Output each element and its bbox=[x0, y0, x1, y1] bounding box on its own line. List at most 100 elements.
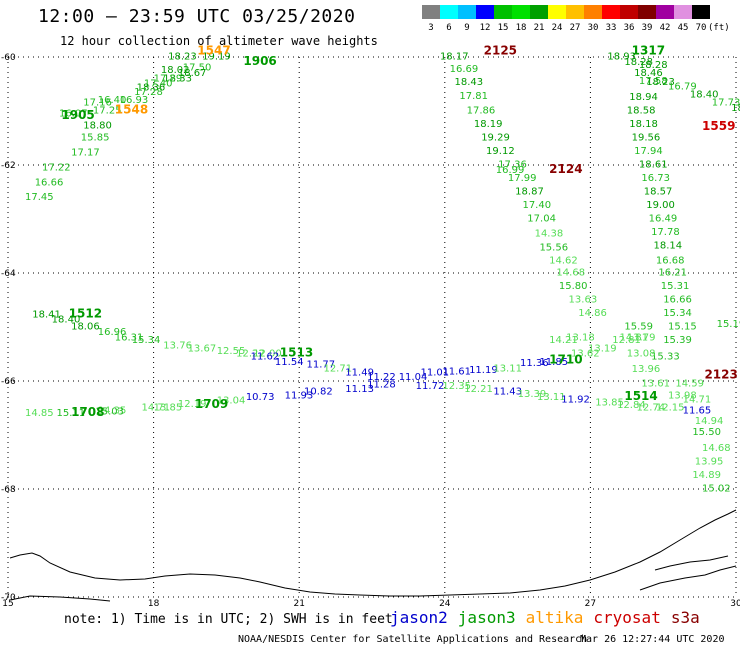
track-time-label: 2125 bbox=[484, 43, 517, 57]
wave-height-value: 12.21 bbox=[464, 384, 493, 395]
wave-height-value: 12.22 bbox=[236, 349, 265, 360]
wave-height-value: 18.80 bbox=[83, 120, 112, 131]
wave-height-value: 13.95 bbox=[695, 457, 724, 468]
wave-height-value: 18.58 bbox=[627, 106, 656, 117]
map-grid bbox=[7, 56, 737, 598]
wave-height-value: 18.18 bbox=[629, 119, 658, 130]
legend-cryosat: cryosat bbox=[593, 608, 661, 627]
wave-height-value: 13.08 bbox=[627, 349, 656, 360]
colorbar-label: 12 bbox=[479, 23, 491, 33]
wave-height-value: 12.74 bbox=[637, 403, 666, 414]
wave-height-value: 17.22 bbox=[42, 162, 71, 173]
lon-tick-label: 24 bbox=[439, 599, 451, 609]
lon-tick-label: 21 bbox=[293, 599, 304, 609]
wave-height-value: 18.23 bbox=[168, 52, 197, 63]
wave-height-value: 15.33 bbox=[651, 351, 680, 362]
colorbar-label: 24 bbox=[551, 23, 563, 33]
track-time-label: 1559 bbox=[702, 119, 735, 133]
wave-height-value: 16.73 bbox=[641, 173, 670, 184]
colorbar-label: 6 bbox=[446, 23, 452, 33]
antarctic-coastline bbox=[9, 509, 737, 602]
wave-height-value: 15.34 bbox=[132, 335, 161, 346]
wave-height-value: 14.68 bbox=[556, 268, 585, 279]
wave-height-value: 15.34 bbox=[663, 308, 692, 319]
wave-height-value: 15.02 bbox=[702, 484, 731, 495]
wave-height-value: 16.69 bbox=[450, 64, 479, 75]
lat-tick-label: -62 bbox=[1, 161, 16, 171]
wave-height-value: 18.61 bbox=[639, 160, 668, 171]
wave-height-value: 15.56 bbox=[539, 242, 568, 253]
colorbar-swatch bbox=[476, 5, 494, 19]
wave-height-value: 12.00 bbox=[253, 349, 282, 360]
wave-height-value: 18.40 bbox=[52, 315, 81, 326]
wave-height-value: 11.65 bbox=[683, 405, 712, 416]
colorbar-swatch bbox=[548, 5, 566, 19]
wave-height-value: 10.82 bbox=[304, 387, 333, 398]
wave-height-value: 18.19 bbox=[474, 119, 503, 130]
wave-height-value: 19.29 bbox=[481, 133, 510, 144]
lon-tick-label: 27 bbox=[585, 599, 596, 609]
wave-height-value: 18.46 bbox=[634, 68, 663, 79]
colorbar-label: 18 bbox=[515, 23, 527, 33]
track-time-label: 1317 bbox=[632, 43, 665, 57]
wave-height-value: 13.67 bbox=[188, 343, 217, 354]
wave-height-value: 13.18 bbox=[566, 333, 595, 344]
track-time-label: 1548 bbox=[115, 103, 148, 117]
wave-height-value: 18.43 bbox=[455, 77, 484, 88]
track-time-label: 2123 bbox=[704, 367, 737, 381]
wave-height-value: 18.02 bbox=[161, 65, 190, 76]
wave-height-value: 14.94 bbox=[695, 416, 724, 427]
wave-height-value: 12.81 bbox=[612, 335, 641, 346]
wave-height-value: 15.31 bbox=[661, 281, 690, 292]
colorbar-swatch bbox=[494, 5, 512, 19]
lat-tick-label: -68 bbox=[1, 485, 16, 495]
wave-height-value: 16.49 bbox=[649, 214, 678, 225]
satellite-legend: jason2 jason3 altika cryosat s3a bbox=[390, 608, 710, 627]
colorbar-label: 39 bbox=[641, 23, 653, 33]
wave-height-value: 11.28 bbox=[367, 379, 396, 390]
legend-jason2: jason2 bbox=[390, 608, 448, 627]
colorbar-swatch bbox=[602, 5, 620, 19]
coastline-path bbox=[654, 555, 729, 571]
colorbar-label: 36 bbox=[623, 23, 635, 33]
wave-height-value: 11.36 bbox=[520, 358, 549, 369]
wave-height-value: 14.38 bbox=[535, 228, 564, 239]
wave-height-value: 14.71 bbox=[141, 403, 170, 414]
wave-height-value: 17.73 bbox=[712, 98, 740, 109]
colorbar-unit: (ft) bbox=[708, 23, 730, 33]
colorbar-label: 33 bbox=[605, 23, 617, 33]
wave-height-value: 16.31 bbox=[115, 333, 144, 344]
wave-height-value: 18.94 bbox=[629, 92, 658, 103]
wave-height-value: 14.68 bbox=[702, 443, 731, 454]
map-title: 12:00 — 23:59 UTC 03/25/2020 bbox=[38, 6, 356, 27]
track-time-label: 1514 bbox=[624, 389, 657, 403]
colorbar-swatch bbox=[584, 5, 602, 19]
axis-tick-labels: 15 18 21 24 27 30-60-62-64-66-68-70 bbox=[1, 53, 740, 609]
wave-height-value: 11.22 bbox=[367, 372, 396, 383]
colorbar-label: 3 bbox=[428, 23, 434, 33]
lat-tick-label: -60 bbox=[1, 53, 16, 63]
wave-height-value: 18.33 bbox=[163, 73, 192, 84]
wave-height-value: 13.19 bbox=[588, 343, 617, 354]
wave-height-value: 14.62 bbox=[549, 255, 578, 266]
wave-height-value: 15.03 bbox=[95, 406, 124, 417]
wave-height-value: 13.79 bbox=[627, 333, 656, 344]
wave-height-value: 13.63 bbox=[569, 295, 598, 306]
wave-height-value: 15.39 bbox=[663, 335, 692, 346]
colorbar-swatch bbox=[674, 5, 692, 19]
colorbar-swatch bbox=[512, 5, 530, 19]
wave-height-value: 15.59 bbox=[624, 322, 653, 333]
wave-observations: 18.23 19.1918.0217.5018.6718.3317.2917.40… bbox=[25, 52, 740, 495]
wave-height-value: 11.43 bbox=[493, 387, 522, 398]
colorbar-label: 15 bbox=[497, 23, 509, 33]
wave-height-value: 17.86 bbox=[467, 106, 496, 117]
wave-height-value: 15.19 bbox=[717, 319, 740, 330]
wave-height-value: 11.93 bbox=[285, 390, 314, 401]
wave-height-value: 11.72 bbox=[416, 381, 445, 392]
colorbar-label: 21 bbox=[533, 23, 545, 33]
wave-height-value: 13.61 bbox=[641, 378, 670, 389]
wave-height-value: 11.92 bbox=[561, 395, 590, 406]
lat-tick-label: -64 bbox=[1, 269, 16, 279]
colorbar-swatch bbox=[440, 5, 458, 19]
wave-height-value: 15.15 bbox=[668, 322, 697, 333]
